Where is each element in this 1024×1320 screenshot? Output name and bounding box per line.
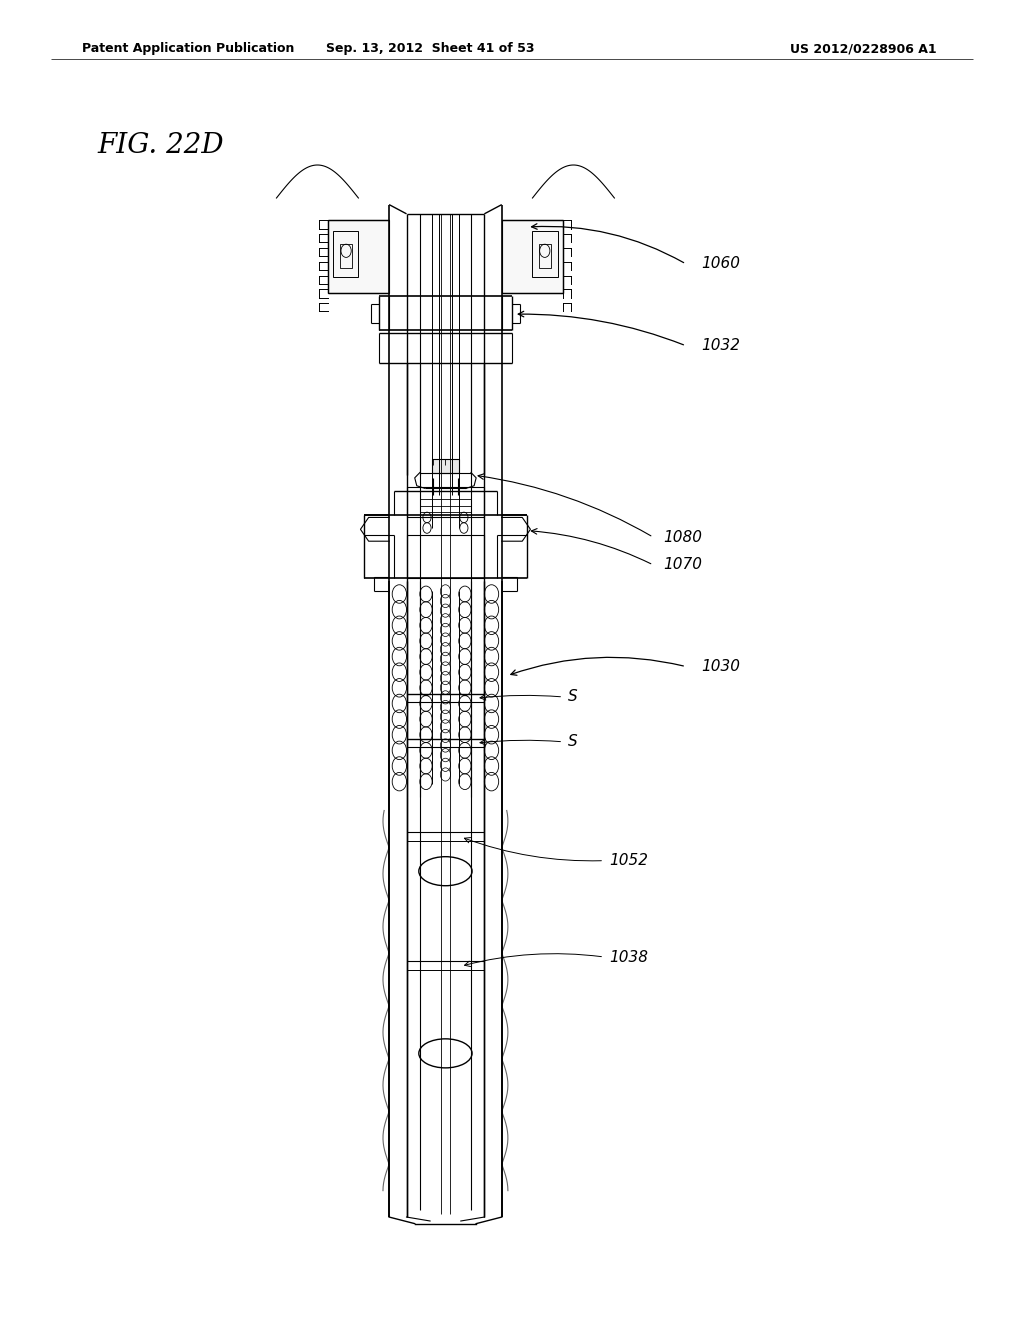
Text: Sep. 13, 2012  Sheet 41 of 53: Sep. 13, 2012 Sheet 41 of 53 xyxy=(326,42,535,55)
Bar xyxy=(407,487,484,517)
Text: 1060: 1060 xyxy=(701,256,740,272)
Text: Patent Application Publication: Patent Application Publication xyxy=(82,42,294,55)
Text: S: S xyxy=(568,734,578,750)
Bar xyxy=(502,220,563,293)
Text: FIG. 22D: FIG. 22D xyxy=(97,132,224,158)
Text: US 2012/0228906 A1: US 2012/0228906 A1 xyxy=(791,42,937,55)
Bar xyxy=(539,244,551,268)
Bar xyxy=(407,535,484,578)
Text: 1052: 1052 xyxy=(609,853,648,869)
Text: 1038: 1038 xyxy=(609,949,648,965)
Text: 1030: 1030 xyxy=(701,659,740,675)
Text: 1032: 1032 xyxy=(701,338,740,354)
Bar xyxy=(333,231,358,277)
Bar xyxy=(532,231,558,277)
Bar xyxy=(340,244,352,268)
Bar xyxy=(432,459,459,473)
Text: 1080: 1080 xyxy=(664,529,702,545)
Text: S: S xyxy=(568,689,578,705)
Text: 1070: 1070 xyxy=(664,557,702,573)
Bar xyxy=(328,220,389,293)
